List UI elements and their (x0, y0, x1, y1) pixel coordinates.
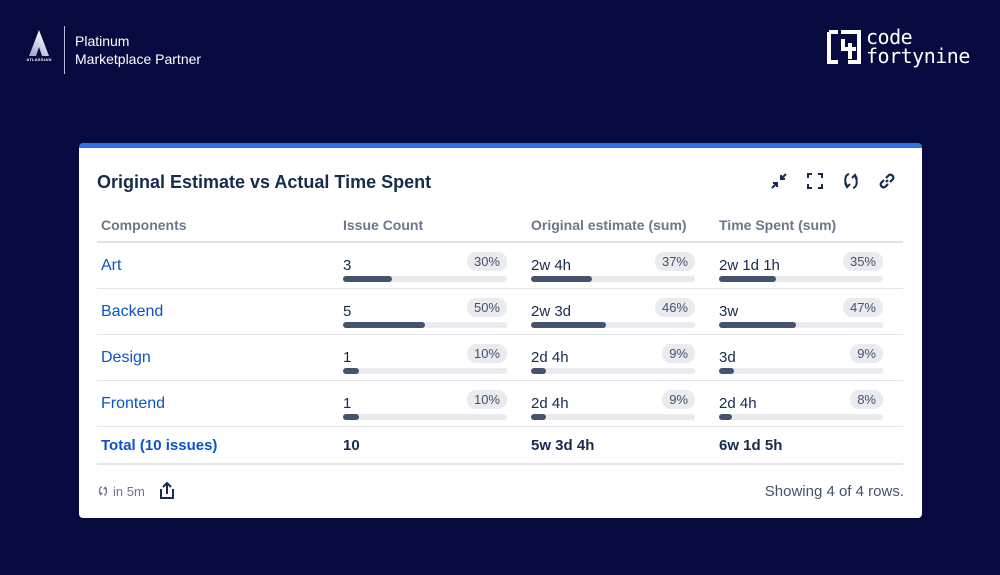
atlassian-logo: ATLASSIAN (26, 30, 52, 70)
original-estimate-value: 2d 4h (531, 348, 569, 366)
column-header-original-estimate[interactable]: Original estimate (sum) (531, 216, 687, 233)
time-spent-progress-bar (719, 413, 883, 420)
codefortynine-logo: code fortynine (826, 25, 970, 68)
time-spent-cell: 2w 1d 1h 35% (715, 248, 903, 284)
original-estimate-progress-bar (531, 367, 695, 374)
total-row: Total (10 issues) 10 5w 3d 4h 6w 1d 5h (97, 427, 903, 465)
atlassian-partner-badge: ATLASSIAN Platinum Marketplace Partner (26, 26, 201, 74)
total-issue-count: 10 (343, 436, 360, 454)
original-estimate-value: 2d 4h (531, 394, 569, 412)
rows-count: Showing 4 of 4 rows. (764, 482, 904, 500)
issue-count-value: 5 (343, 302, 352, 320)
column-header-components[interactable]: Components (101, 216, 187, 233)
time-spent-percent-badge: 9% (850, 343, 883, 363)
auto-refresh-note: in 5m (97, 484, 145, 499)
partner-label: Platinum Marketplace Partner (75, 33, 202, 67)
time-spent-value: 3w (719, 302, 739, 320)
fullscreen-icon[interactable] (804, 170, 826, 192)
issue-count-cell: 3 30% (339, 248, 527, 284)
original-estimate-percent-badge: 9% (662, 343, 695, 363)
issue-count-value: 1 (343, 348, 352, 366)
time-spent-percent-badge: 35% (842, 251, 883, 271)
issue-count-cell: 1 10% (339, 386, 527, 422)
table-row: Design 1 10% 2d 4h 9% 3d (97, 335, 903, 381)
time-spent-cell: 2d 4h 8% (715, 386, 903, 422)
estimate-table: Components Issue Count Original estimate… (97, 208, 903, 465)
divider (64, 26, 65, 74)
gadget-actions (768, 170, 898, 192)
gadget-card: Original Estimate vs Actual Time Spent C… (79, 143, 922, 518)
issue-count-progress-bar (343, 321, 507, 328)
table-header: Components Issue Count Original estimate… (97, 208, 903, 243)
atlassian-triangle-icon (29, 30, 49, 56)
component-link[interactable]: Design (101, 348, 151, 366)
time-spent-cell: 3w 47% (715, 294, 903, 330)
refresh-small-icon (98, 486, 108, 496)
total-estimate: 5w 3d 4h (531, 436, 595, 454)
table-row: Frontend 1 10% 2d 4h 9% 2d (97, 381, 903, 427)
issue-count-cell: 1 10% (339, 340, 527, 376)
link-icon[interactable] (876, 170, 898, 192)
time-spent-value: 2d 4h (719, 394, 757, 412)
original-estimate-value: 2w 3d (531, 302, 572, 320)
original-estimate-cell: 2w 4h 37% (527, 248, 715, 284)
c49-mark-icon (827, 30, 861, 64)
original-estimate-cell: 2d 4h 9% (527, 340, 715, 376)
original-estimate-value: 2w 4h (531, 256, 572, 274)
component-link[interactable]: Frontend (101, 394, 166, 412)
issue-count-percent-badge: 10% (466, 343, 507, 363)
gadget-title: Original Estimate vs Actual Time Spent (97, 172, 432, 192)
share-icon[interactable] (159, 482, 175, 500)
original-estimate-cell: 2w 3d 46% (527, 294, 715, 330)
total-spent: 6w 1d 5h (719, 436, 783, 454)
issue-count-percent-badge: 10% (466, 389, 507, 409)
time-spent-value: 3d (719, 348, 736, 366)
time-spent-progress-bar (719, 321, 883, 328)
time-spent-progress-bar (719, 367, 883, 374)
issue-count-value: 1 (343, 394, 352, 412)
table-row: Art 3 30% 2w 4h 37% 2w 1d 1 (97, 243, 903, 289)
time-spent-value: 2w 1d 1h (719, 256, 780, 274)
original-estimate-percent-badge: 37% (654, 251, 695, 271)
original-estimate-progress-bar (531, 321, 695, 328)
issue-count-cell: 5 50% (339, 294, 527, 330)
original-estimate-progress-bar (531, 413, 695, 420)
issue-count-percent-badge: 30% (466, 251, 507, 271)
table-row: Backend 5 50% 2w 3d 46% 3w (97, 289, 903, 335)
original-estimate-cell: 2d 4h 9% (527, 386, 715, 422)
original-estimate-progress-bar (531, 275, 695, 282)
total-label[interactable]: Total (10 issues) (101, 436, 218, 454)
minimize-icon[interactable] (768, 170, 790, 192)
issue-count-percent-badge: 50% (466, 297, 507, 317)
original-estimate-percent-badge: 9% (662, 389, 695, 409)
component-link[interactable]: Backend (101, 302, 164, 320)
issue-count-progress-bar (343, 413, 507, 420)
c49-wordmark: code fortynine (866, 25, 970, 68)
refresh-icon[interactable] (840, 170, 862, 192)
issue-count-progress-bar (343, 275, 507, 282)
column-header-time-spent[interactable]: Time Spent (sum) (719, 216, 837, 233)
column-header-issue-count[interactable]: Issue Count (343, 216, 424, 233)
atlassian-wordmark: ATLASSIAN (26, 57, 52, 62)
original-estimate-percent-badge: 46% (654, 297, 695, 317)
time-spent-cell: 3d 9% (715, 340, 903, 376)
time-spent-progress-bar (719, 275, 883, 282)
issue-count-progress-bar (343, 367, 507, 374)
time-spent-percent-badge: 47% (842, 297, 883, 317)
component-link[interactable]: Art (101, 256, 122, 274)
time-spent-percent-badge: 8% (850, 389, 883, 409)
gadget-footer: in 5m Showing 4 of 4 rows. (97, 479, 904, 503)
issue-count-value: 3 (343, 256, 352, 274)
